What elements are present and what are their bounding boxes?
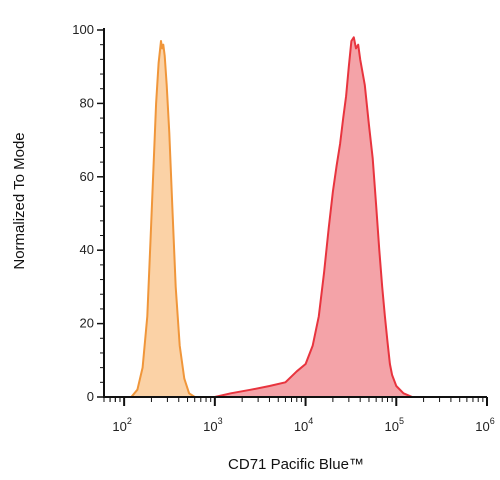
series-1-line xyxy=(130,40,196,398)
x-tick-exponent: 3 xyxy=(218,416,223,426)
x-axis-ticks: 102 103 104 105 106 xyxy=(103,397,495,434)
series-areas xyxy=(130,36,413,398)
series-2-area xyxy=(214,37,413,398)
y-tick-label: 80 xyxy=(80,95,94,110)
x-tick-exponent: 2 xyxy=(127,416,132,426)
x-axis-title: CD71 Pacific Blue™ xyxy=(228,456,364,473)
x-tick-exponent: 4 xyxy=(308,416,313,426)
series-1-area xyxy=(131,41,195,397)
x-tick-label: 103 xyxy=(203,416,222,434)
y-axis-ticks: 0 20 40 60 80 100 xyxy=(72,22,104,404)
y-tick-label: 0 xyxy=(87,389,94,404)
x-tick-base: 10 xyxy=(112,419,126,434)
x-tick-base: 10 xyxy=(294,419,308,434)
x-tick-exponent: 6 xyxy=(490,416,495,426)
series-2-line xyxy=(214,36,413,398)
x-tick-base: 10 xyxy=(203,419,217,434)
x-tick-label: 105 xyxy=(385,416,404,434)
x-tick-exponent: 5 xyxy=(399,416,404,426)
x-tick-base: 10 xyxy=(475,419,489,434)
x-tick-base: 10 xyxy=(385,419,399,434)
y-tick-label: 20 xyxy=(80,316,94,331)
y-axis-title: Normalized To Mode xyxy=(11,132,28,269)
y-tick-label: 40 xyxy=(80,242,94,257)
y-tick-label: 60 xyxy=(80,169,94,184)
x-tick-label: 104 xyxy=(294,416,313,434)
x-tick-label: 106 xyxy=(475,416,494,434)
y-tick-label: 100 xyxy=(72,22,94,37)
x-tick-label: 102 xyxy=(112,416,131,434)
